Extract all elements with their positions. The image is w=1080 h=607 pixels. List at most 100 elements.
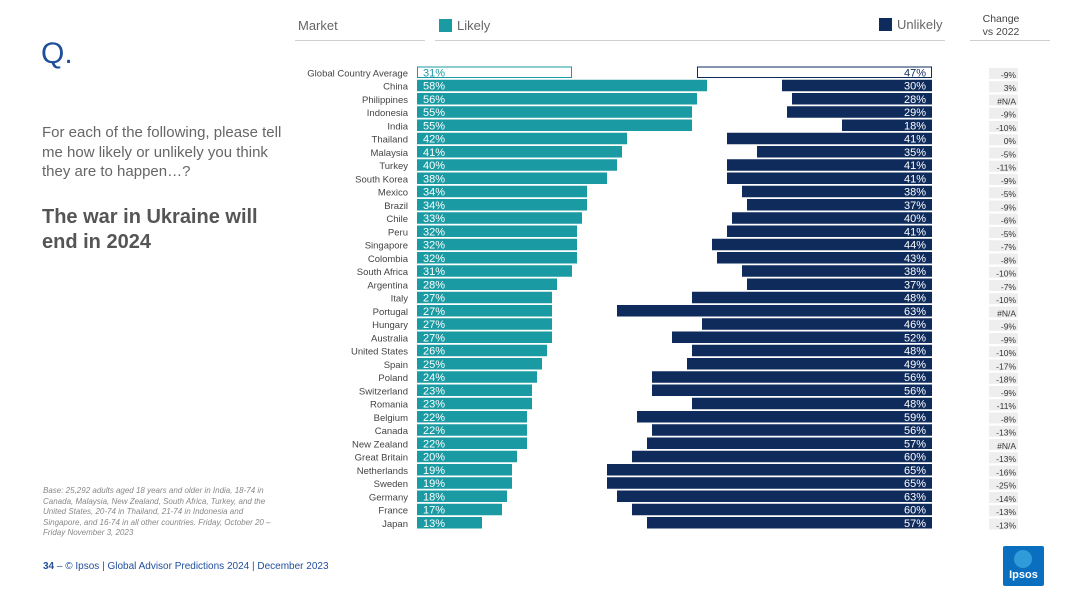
page-title: The war in Ukraine will end in 2024 <box>42 206 258 253</box>
unlikely-bar <box>632 450 932 463</box>
likely-value-label: 22% <box>423 412 445 424</box>
header-unlikely: Unlikely <box>897 17 943 32</box>
likely-bar <box>417 477 512 489</box>
unlikely-bar <box>792 93 932 105</box>
change-value: -16% <box>996 467 1016 477</box>
change-value: -5% <box>1001 149 1017 159</box>
change-cell <box>989 240 1018 252</box>
market-label: Italy <box>391 294 409 305</box>
market-label: Australia <box>371 333 409 344</box>
change-cell <box>989 293 1018 305</box>
likely-value-label: 58% <box>423 81 445 93</box>
unlikely-bar <box>702 318 932 330</box>
unlikely-bar <box>747 199 932 211</box>
header-likely: Likely <box>457 18 491 33</box>
change-value: 3% <box>1004 83 1017 93</box>
likely-value-label: 55% <box>423 107 445 119</box>
unlikely-bar <box>607 477 932 489</box>
unlikely-value-label: 65% <box>904 478 926 490</box>
change-cell <box>989 121 1018 132</box>
unlikely-value-label: 56% <box>904 372 926 384</box>
change-value: -9% <box>1001 202 1017 212</box>
unlikely-value-label: 30% <box>904 81 926 93</box>
unlikely-value-label: 57% <box>904 438 926 450</box>
likely-bar <box>417 517 482 529</box>
change-value: -8% <box>1001 255 1017 265</box>
header-market: Market <box>298 18 338 33</box>
unlikely-bar <box>712 238 932 251</box>
unlikely-value-label: 38% <box>904 187 926 199</box>
change-value: -8% <box>1001 414 1017 424</box>
logo-text: Ipsos <box>1009 569 1038 581</box>
unlikely-bar <box>637 411 932 423</box>
unlikely-value-label: 44% <box>904 240 926 252</box>
footer-sep: – <box>54 561 66 572</box>
likely-value-label: 34% <box>423 200 445 212</box>
market-label: Netherlands <box>357 466 408 477</box>
change-cell <box>989 478 1018 490</box>
header-rule-bars <box>435 40 945 41</box>
unlikely-value-label: 48% <box>904 293 926 305</box>
ipsos-logo: Ipsos <box>1003 546 1044 586</box>
change-cell <box>989 412 1018 424</box>
change-value: -5% <box>1001 189 1017 199</box>
likely-value-label: 22% <box>423 425 445 437</box>
market-label: South Africa <box>357 267 409 278</box>
question-text: For each of the following, please tell m… <box>42 124 282 180</box>
change-cell <box>989 465 1018 477</box>
unlikely-bar <box>787 106 932 118</box>
likely-bar <box>417 199 587 211</box>
change-cell <box>989 266 1018 278</box>
change-value: -13% <box>996 454 1016 464</box>
unlikely-bar <box>757 146 932 158</box>
likely-bar <box>417 305 552 317</box>
unlikely-bar <box>692 397 932 410</box>
change-value: -25% <box>996 481 1016 491</box>
unlikely-bar <box>617 305 932 317</box>
likely-bar <box>417 371 537 383</box>
unlikely-bar <box>672 331 932 343</box>
change-value: -10% <box>996 348 1016 358</box>
unlikely-bar <box>697 66 932 78</box>
market-label: Brazil <box>384 201 408 212</box>
likely-value-label: 13% <box>423 518 445 530</box>
change-cell <box>989 160 1018 172</box>
market-label: Canada <box>375 426 409 437</box>
unlikely-bar <box>647 517 932 529</box>
likely-bar <box>417 172 607 184</box>
likely-value-label: 32% <box>423 226 445 238</box>
change-cell <box>989 200 1018 212</box>
change-cell <box>989 439 1018 450</box>
change-value: #N/A <box>997 308 1016 318</box>
change-value: #N/A <box>997 96 1016 106</box>
unlikely-value-label: 52% <box>904 332 926 344</box>
market-label: United States <box>351 347 408 358</box>
unlikely-value-label: 41% <box>904 134 926 146</box>
likely-value-label: 17% <box>423 505 445 517</box>
likely-bar <box>417 252 577 264</box>
change-value: -9% <box>1001 388 1017 398</box>
market-label: Singapore <box>365 241 408 252</box>
footer: 34 – © Ipsos | Global Advisor Prediction… <box>43 561 329 572</box>
likely-value-label: 23% <box>423 385 445 397</box>
unlikely-bar <box>652 424 932 436</box>
likely-value-label: 18% <box>423 491 445 503</box>
likely-bar <box>417 119 692 131</box>
unlikely-value-label: 60% <box>904 452 926 464</box>
likely-value-label: 32% <box>423 253 445 265</box>
market-label: Argentina <box>367 280 408 291</box>
header-rule-market <box>295 40 425 41</box>
likely-bar <box>417 159 617 171</box>
likely-bar <box>417 146 622 158</box>
change-cell <box>989 372 1018 384</box>
market-label: Hungary <box>372 320 408 331</box>
market-label: Sweden <box>374 479 408 490</box>
unlikely-bar <box>692 344 932 357</box>
unlikely-value-label: 41% <box>904 173 926 185</box>
footer-text: © Ipsos | Global Advisor Predictions 202… <box>65 561 329 572</box>
change-value: -11% <box>997 163 1017 173</box>
change-cell <box>989 452 1018 464</box>
likely-bar <box>417 503 502 516</box>
unlikely-value-label: 49% <box>904 359 926 371</box>
likely-value-label: 19% <box>423 465 445 477</box>
